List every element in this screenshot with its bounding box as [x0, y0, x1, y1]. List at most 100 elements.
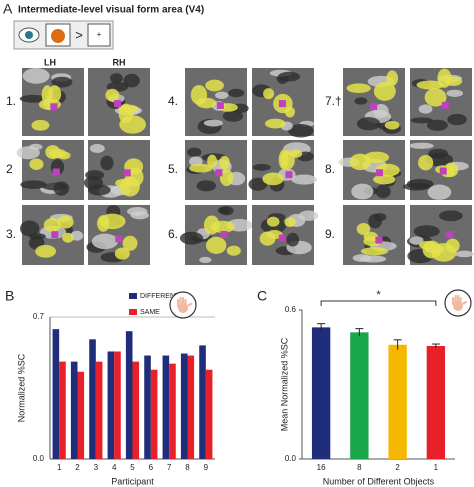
gyrus — [51, 76, 73, 88]
activation — [118, 103, 134, 124]
gyrus — [368, 213, 382, 229]
bar — [89, 339, 96, 459]
y-tick-label: 0.0 — [285, 454, 297, 463]
roi-marker — [115, 235, 123, 243]
activation — [43, 217, 62, 233]
bar — [205, 369, 213, 459]
activation — [29, 158, 44, 171]
operator: > — [75, 27, 83, 42]
activation — [356, 223, 371, 235]
participant-label: 1. — [6, 94, 16, 108]
roi-marker — [278, 234, 286, 242]
gyrus — [196, 180, 216, 192]
finger — [179, 297, 182, 305]
gyrus — [20, 180, 47, 189]
activation — [373, 81, 396, 101]
brain-slice — [185, 140, 247, 200]
panel-label: A — [3, 1, 13, 17]
roi-marker — [441, 101, 449, 109]
error-bar — [317, 323, 326, 332]
error-bar — [355, 328, 364, 337]
gyrus — [426, 119, 448, 131]
activation — [416, 80, 444, 90]
activation — [207, 154, 218, 169]
x-tick-label: 1 — [57, 463, 62, 472]
finger — [459, 297, 462, 305]
bar — [388, 344, 407, 459]
brain-slice — [19, 205, 84, 265]
brain-slice — [179, 205, 253, 265]
error-bar — [431, 343, 440, 348]
gyrus — [409, 142, 434, 149]
activation — [289, 149, 303, 158]
x-tick-label: 7 — [167, 463, 172, 472]
participant-label: 8. — [325, 162, 335, 176]
hemisphere-label: RH — [113, 57, 126, 67]
bar — [311, 327, 331, 459]
gyrus — [359, 255, 387, 263]
brain-slice — [410, 68, 472, 136]
thumb — [462, 300, 468, 305]
brain-slice — [343, 205, 405, 265]
bar — [125, 331, 133, 459]
x-tick-label: 16 — [317, 463, 326, 472]
activation — [57, 215, 74, 229]
roi-marker — [51, 231, 59, 239]
brain-slice — [88, 68, 150, 136]
brain-slice — [252, 68, 315, 138]
panel-label: C — [257, 288, 267, 304]
activation — [219, 155, 230, 170]
legend-swatch — [129, 309, 137, 315]
activation — [424, 88, 447, 107]
brain-slice — [86, 204, 150, 265]
gyrus — [248, 177, 268, 191]
gyrus — [29, 143, 43, 150]
gyrus — [410, 117, 434, 124]
finger — [182, 297, 185, 305]
brain-slice — [338, 140, 405, 200]
activation — [384, 120, 400, 130]
activation — [263, 88, 275, 100]
activation — [262, 172, 284, 186]
bar — [144, 355, 151, 459]
x-tick-label: 4 — [112, 463, 117, 472]
x-tick-label: 6 — [149, 463, 154, 472]
activation — [219, 169, 234, 187]
finger — [457, 295, 460, 303]
brain-slice — [185, 68, 249, 136]
activation — [98, 213, 126, 230]
brain-slice — [252, 205, 319, 265]
gyrus — [215, 91, 229, 99]
activation — [386, 70, 399, 87]
gyrus — [356, 117, 381, 131]
brain-slice — [343, 68, 405, 136]
gyrus — [291, 174, 318, 185]
roi-marker — [439, 167, 447, 175]
participant-label: 9. — [325, 227, 335, 241]
roi-marker — [445, 231, 453, 239]
gyrus — [298, 210, 319, 221]
x-axis-title: Participant — [111, 476, 154, 486]
roi-marker — [114, 100, 122, 108]
gyrus — [287, 123, 314, 138]
bar — [95, 361, 103, 459]
y-axis-title: Mean Normalized %SC — [279, 337, 289, 431]
gyrus — [447, 113, 467, 126]
activation — [205, 236, 227, 254]
participant-label: 3. — [6, 227, 16, 241]
roi-marker — [278, 100, 286, 108]
gyrus — [277, 71, 301, 82]
gyrus — [89, 143, 105, 153]
gyrus — [228, 88, 245, 98]
panel-label: B — [5, 288, 14, 304]
legend-label: SAME — [140, 309, 160, 316]
x-tick-label: 8 — [185, 463, 190, 472]
activation — [284, 217, 296, 228]
roi-marker — [376, 169, 384, 177]
activation — [266, 216, 280, 227]
gyrus — [42, 182, 68, 191]
legend-swatch — [129, 293, 137, 299]
activation — [189, 163, 213, 173]
participant-label: 5. — [168, 162, 178, 176]
